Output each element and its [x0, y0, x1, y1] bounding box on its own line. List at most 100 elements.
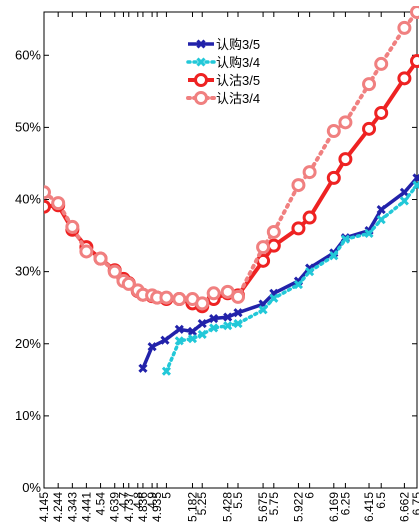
legend-entry: 认购3/5: [188, 37, 260, 52]
data-point: [364, 228, 374, 238]
data-point: [412, 180, 419, 190]
data-point: [172, 292, 187, 307]
y-axis: 0% 10% 20% 30% 40% 50% 60%: [15, 47, 417, 495]
x-tick-label: 4.836: [136, 492, 150, 522]
legend-label: 认沽3/5: [216, 73, 260, 88]
data-point: [374, 56, 389, 71]
y-tick-label: 60%: [15, 47, 41, 62]
data-point: [302, 210, 317, 225]
data-point: [338, 115, 353, 130]
data-point: [399, 187, 409, 197]
x-tick-label: 5.428: [221, 492, 235, 522]
x-tick-label: 5.75: [267, 492, 281, 516]
legend-entry: 认沽3/5: [188, 73, 260, 88]
series-2: [161, 180, 419, 376]
data-point: [209, 313, 219, 324]
data-point: [231, 289, 246, 304]
data-point: [44, 185, 51, 200]
data-point: [326, 124, 341, 138]
data-point: [291, 221, 306, 236]
data-point: [138, 363, 148, 373]
data-point: [223, 321, 233, 331]
plot-frame: [43, 11, 418, 489]
y-tick-label: 30%: [15, 264, 41, 279]
data-point: [159, 290, 174, 305]
data-point: [302, 165, 317, 180]
x-tick-label: 4.639: [108, 492, 122, 522]
legend-marker: [196, 39, 206, 49]
data-point: [397, 20, 412, 35]
data-point: [399, 196, 409, 206]
x-tick-label: 5.675: [256, 492, 270, 522]
data-point: [376, 205, 386, 215]
x-tick-label: 5.25: [195, 492, 209, 516]
data-point: [374, 105, 389, 120]
legend-marker: [196, 57, 206, 67]
data-point: [174, 336, 184, 346]
y-tick-label: 40%: [15, 192, 41, 207]
data-point: [79, 244, 94, 259]
data-point: [233, 319, 243, 329]
y-tick-label: 0%: [22, 480, 41, 495]
x-tick-label: 5: [159, 492, 173, 499]
data-point: [291, 178, 306, 193]
legend-marker: [194, 91, 208, 105]
x-tick-label: 6.5: [374, 492, 388, 509]
data-point: [305, 267, 315, 277]
x-axis: 4.145 4.244 4.343 4.441 4.54 4.6394.74.7374.8…: [37, 12, 419, 522]
data-point: [93, 251, 108, 266]
data-point: [338, 152, 353, 167]
data-point: [266, 238, 281, 253]
data-point: [197, 319, 207, 329]
legend-marker: [194, 73, 208, 87]
legend-label: 认沽3/4: [216, 91, 260, 106]
data-point: [362, 77, 377, 92]
data-point: [107, 264, 122, 279]
data-point: [329, 251, 339, 261]
data-point: [256, 240, 271, 255]
x-tick-label: 5.922: [291, 492, 305, 522]
legend: 认购3/5 认购3/4 认沽3/5 认沽3/4: [186, 37, 260, 106]
data-point: [160, 335, 170, 345]
y-tick-label: 50%: [15, 119, 41, 134]
data-point: [65, 219, 80, 234]
data-point: [412, 173, 419, 183]
x-tick-label: 5.5: [231, 492, 245, 509]
data-point: [121, 276, 136, 291]
data-point: [187, 326, 198, 337]
legend-entry: 认购3/4: [186, 55, 260, 70]
x-tick-label: 6: [303, 492, 317, 499]
data-point: [195, 296, 210, 311]
legend-label: 认购3/4: [216, 55, 260, 70]
x-tick-label: 4.244: [51, 492, 65, 522]
data-point: [197, 329, 207, 339]
data-point: [410, 54, 419, 69]
data-point: [397, 71, 412, 86]
x-tick-label: 6.662: [397, 492, 411, 522]
data-point: [266, 224, 281, 239]
series-4: [44, 6, 419, 311]
x-tick-label: 6.25: [338, 492, 352, 516]
data-point: [187, 334, 198, 344]
y-tick-label: 10%: [15, 408, 41, 423]
x-tick-label: 6.169: [327, 492, 341, 522]
data-point: [340, 234, 350, 244]
data-point: [44, 199, 51, 214]
data-point: [174, 324, 184, 334]
y-tick-label: 20%: [15, 336, 41, 351]
data-point: [269, 293, 279, 303]
x-tick-label: 4.7: [116, 492, 130, 509]
data-point: [258, 305, 268, 315]
legend-entry: 认沽3/4: [186, 91, 260, 106]
data-point: [51, 196, 66, 211]
x-tick-label: 4.145: [37, 492, 51, 522]
data-point: [223, 312, 233, 322]
data-point: [293, 280, 304, 290]
plot-border: [43, 11, 418, 489]
x-tick-label: 6.415: [362, 492, 376, 522]
x-tick-label: 4.441: [79, 492, 93, 522]
data-point: [209, 323, 219, 333]
x-tick-label: 4.343: [65, 492, 79, 522]
data-point: [147, 342, 157, 352]
